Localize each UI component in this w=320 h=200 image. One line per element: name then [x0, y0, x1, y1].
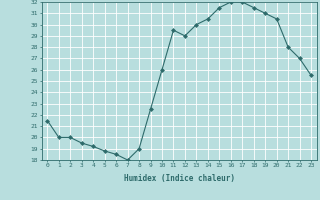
X-axis label: Humidex (Indice chaleur): Humidex (Indice chaleur) — [124, 174, 235, 183]
